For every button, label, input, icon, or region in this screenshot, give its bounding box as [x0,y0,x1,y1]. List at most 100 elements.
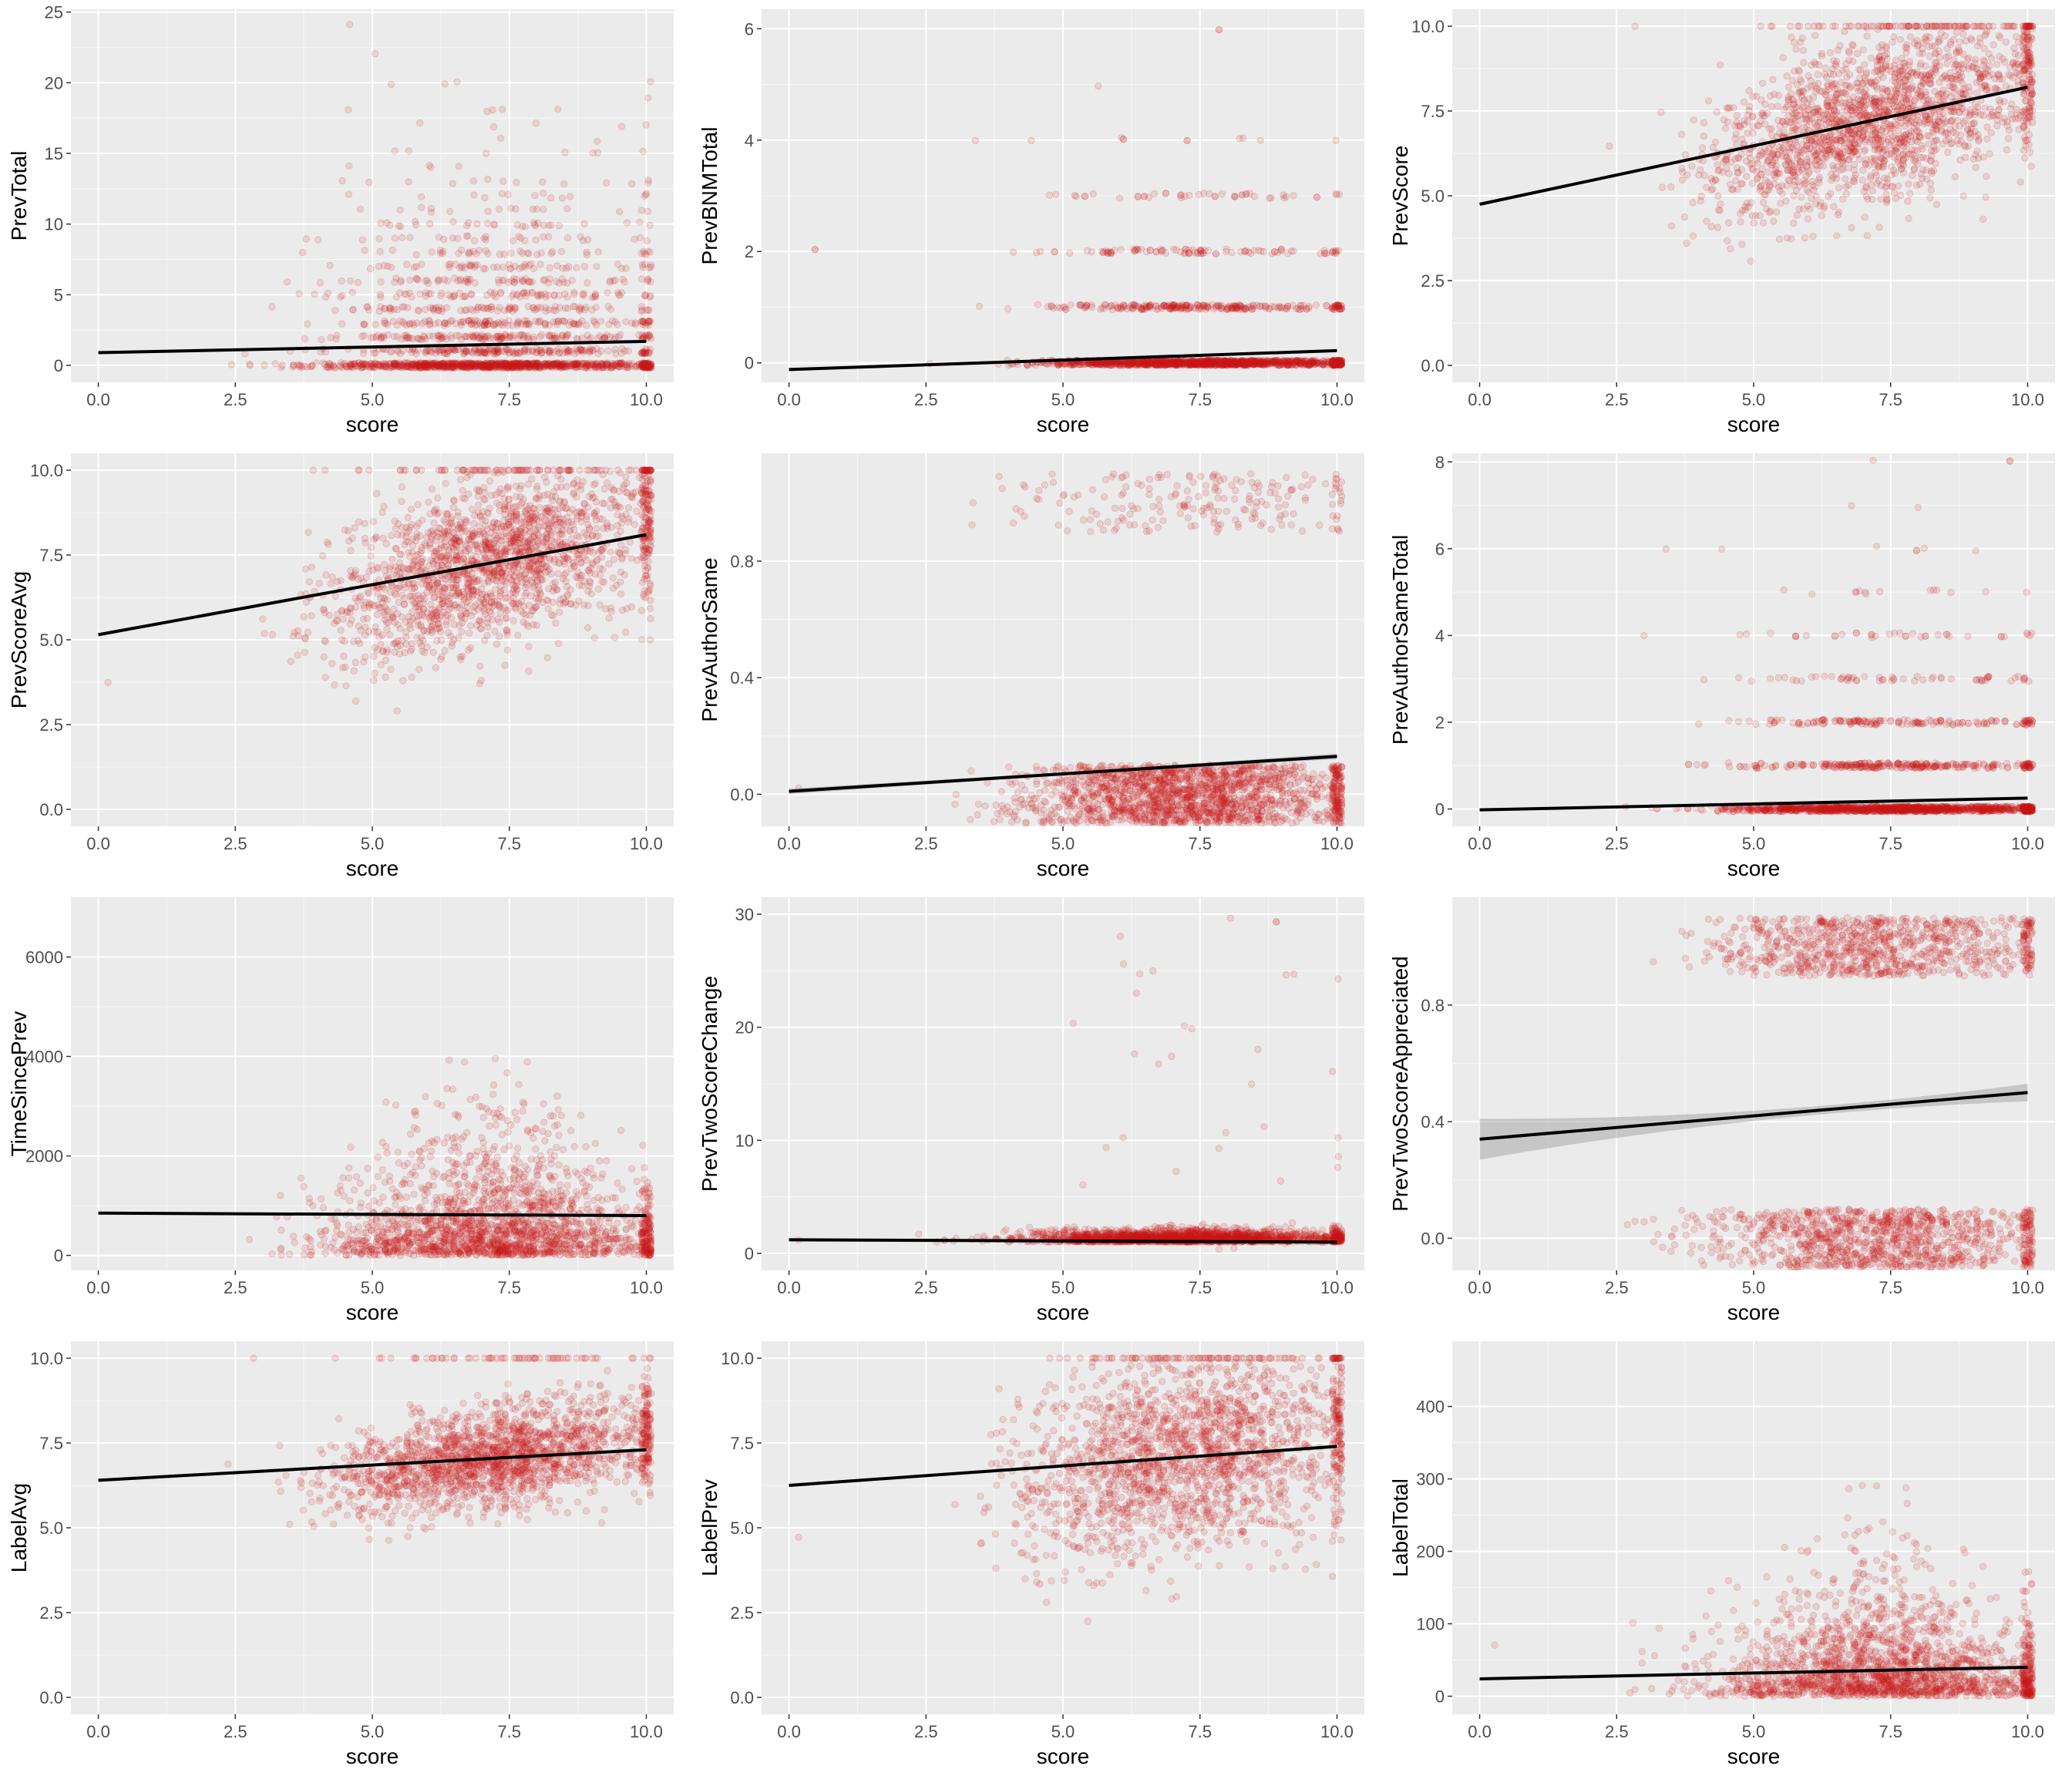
data-point [377,335,385,342]
data-point [408,362,416,370]
data-point [362,360,369,368]
data-point [544,291,552,299]
data-point [479,364,487,372]
data-point [527,260,535,267]
data-point [510,291,517,298]
data-point [497,335,506,342]
data-point [346,362,355,369]
data-point [513,291,521,299]
data-point [471,364,479,372]
data-point [531,362,540,370]
data-point [358,364,365,372]
data-point [637,207,645,214]
data-point [440,363,449,372]
data-point [493,362,501,369]
data-point [465,360,473,368]
data-point [640,363,648,371]
data-point [530,220,539,228]
data-point [318,335,325,344]
data-point [641,192,648,200]
data-point [492,364,500,372]
data-point [578,359,587,367]
data-point [434,361,442,368]
data-point [277,364,285,372]
data-point [448,364,456,372]
data-point [544,279,553,287]
data-point [436,348,444,356]
data-point [435,306,442,314]
data-point [641,362,649,369]
data-point [494,276,503,284]
data-point [481,193,489,202]
data-point [463,359,472,367]
data-point [434,276,442,284]
data-point [416,362,425,369]
data-point [647,318,654,325]
data-point [530,306,539,314]
data-point [434,362,442,370]
data-point [513,275,520,284]
data-point [401,331,409,339]
data-point [516,331,523,339]
data-point [332,335,340,343]
data-point [457,361,465,368]
data-point [338,277,345,285]
data-point [484,359,493,367]
data-point [498,106,506,113]
data-point [441,362,449,370]
data-point [608,362,616,371]
data-point [410,264,418,271]
data-point [644,275,652,283]
data-point [484,207,492,215]
data-point [481,335,489,343]
data-point [531,364,540,372]
data-point [644,317,653,325]
data-point [563,304,572,312]
data-point [1238,191,1246,199]
data-point [570,320,577,328]
y-tick-label: 5.0 [1421,187,1445,206]
data-point [449,362,458,371]
data-point [636,234,644,241]
data-point [325,364,333,372]
data-point [1895,182,1902,190]
data-point [474,304,482,311]
data-point [1759,219,1768,227]
data-point [584,360,592,368]
data-point [481,304,489,311]
data-point [486,363,494,371]
data-point [503,364,512,372]
data-point [426,220,434,228]
data-point [551,359,559,368]
data-point [439,360,448,368]
data-point [466,362,474,369]
data-point [476,359,483,367]
data-point [580,346,587,355]
data-point [447,364,456,372]
data-point [644,363,651,372]
data-point [429,362,436,370]
data-point [452,360,459,368]
data-point [466,363,473,372]
data-point [1089,190,1097,198]
data-point [2006,105,2015,113]
data-point [641,363,649,371]
data-point [647,360,654,368]
data-point [424,362,432,371]
data-point [438,360,446,368]
data-point [554,317,563,325]
data-point [1812,193,1820,200]
data-point [646,362,654,369]
data-point [1241,247,1249,255]
data-point [1890,189,1899,197]
data-point [518,359,526,368]
data-point [553,359,562,367]
data-point [457,321,465,329]
data-point [510,349,519,358]
data-point [518,331,526,339]
data-point [450,346,459,354]
data-point [1906,33,1915,41]
data-point [570,362,579,369]
data-point [1224,304,1232,312]
data-point [606,333,614,341]
